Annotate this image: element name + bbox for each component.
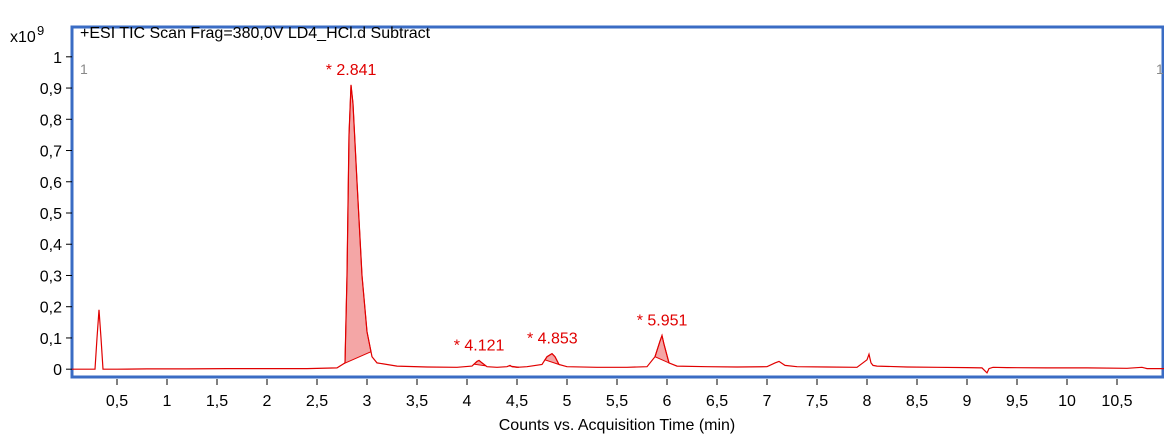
x-tick-label: 8 — [863, 393, 872, 410]
x-tick-label: 1 — [163, 393, 172, 410]
peak-fill-layer — [343, 84, 670, 368]
y-tick-label: 0,2 — [40, 300, 62, 317]
x-axis-label: Counts vs. Acquisition Time (min) — [499, 417, 736, 434]
y-tick-label: 0,7 — [40, 144, 62, 161]
y-tick-label: 0,3 — [40, 268, 62, 285]
chart-title: +ESI TIC Scan Frag=380,0V LD4_HCl.d Subt… — [80, 25, 431, 42]
x-tick-label: 2,5 — [306, 393, 328, 410]
x-tick-label: 5 — [563, 393, 572, 410]
x-tick-label: 7,5 — [806, 393, 828, 410]
y-tick-label: 0,9 — [40, 81, 62, 98]
y-tick-label: 0 — [53, 362, 62, 379]
plot-frame — [70, 25, 1164, 379]
panel-index-left: 1 — [80, 61, 88, 77]
x-tick-label: 9,5 — [1006, 393, 1028, 410]
y-tick-label: 0,1 — [40, 331, 62, 348]
x-tick-label: 4,5 — [506, 393, 528, 410]
x-tick-label: 3 — [363, 393, 372, 410]
x-tick-label: 6 — [663, 393, 672, 410]
axes-layer: 00,10,20,30,40,50,60,70,80,910,5 1 1,5 2 2,5… — [40, 25, 1164, 410]
y-tick-label: 0,6 — [40, 175, 62, 192]
y-tick-label: 0,5 — [40, 206, 62, 223]
text-layer: +ESI TIC Scan Frag=380,0V LD4_HCl.d Subt… — [10, 23, 1164, 434]
x-tick-label: 10 — [1058, 393, 1076, 410]
peak-area — [544, 352, 561, 366]
tic-trace-line — [72, 84, 1164, 374]
y-multiplier-label: x10 — [10, 29, 36, 46]
y-exponent-label: 9 — [37, 23, 44, 38]
y-tick-label: 1 — [53, 50, 62, 67]
x-tick-label: 5,5 — [606, 393, 628, 410]
y-tick-label: 0,4 — [40, 237, 62, 254]
x-tick-label: 2 — [263, 393, 272, 410]
peak-label: * 4.121 — [454, 337, 505, 354]
x-tick-label: 7 — [763, 393, 772, 410]
trace-layer — [72, 84, 1164, 374]
x-tick-label: 9 — [963, 393, 972, 410]
x-tick-label: 6,5 — [706, 393, 728, 410]
peak-label: * 5.951 — [637, 312, 688, 329]
x-tick-label: 3,5 — [406, 393, 428, 410]
panel-index-right: 1 — [1156, 61, 1164, 77]
y-tick-label: 0,8 — [40, 112, 62, 129]
peak-label: * 4.853 — [527, 331, 578, 348]
x-tick-label: 1,5 — [206, 393, 228, 410]
peak-label: * 2.841 — [326, 62, 377, 79]
x-tick-label: 8,5 — [906, 393, 928, 410]
x-tick-label: 0,5 — [106, 393, 128, 410]
x-tick-label: 10,5 — [1101, 393, 1132, 410]
x-tick-label: 4 — [463, 393, 472, 410]
